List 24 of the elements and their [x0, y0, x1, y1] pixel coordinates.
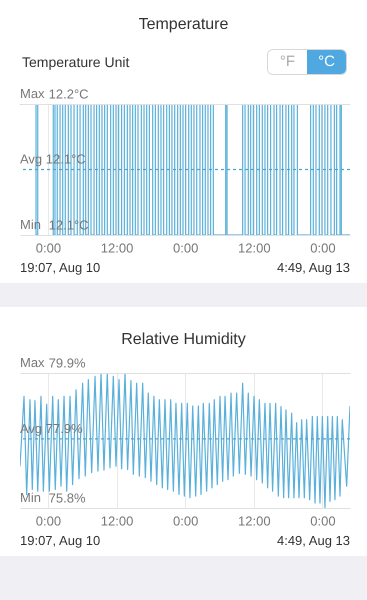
x-tick-label: 0:00 — [310, 514, 336, 528]
x-tick-label: 0:00 — [36, 240, 62, 256]
x-tick-label: 12:00 — [100, 240, 134, 256]
x-tick-label: 12:00 — [238, 240, 271, 256]
x-tick-label: 0:00 — [173, 514, 198, 528]
x-tick-label: 0:00 — [36, 514, 62, 528]
chart-title: Temperature — [138, 15, 230, 35]
text: 4:49, Aug 13 — [276, 259, 350, 277]
chart-title: Relative Humidity — [120, 330, 247, 350]
y-tick-label: 75.8% — [48, 490, 86, 506]
text: 19:07, Aug 10 — [20, 259, 100, 277]
x-tick-label: 12:00 — [100, 514, 134, 528]
text: 19:07, Aug 10 — [20, 532, 100, 550]
y-tick-label: 12.2°C — [48, 86, 89, 102]
text: Temperature Unit — [22, 54, 130, 70]
y-tick-label: 79.9% — [48, 356, 86, 370]
text: 4:49, Aug 13 — [276, 532, 350, 550]
x-tick-label: 0:00 — [310, 240, 336, 256]
unit-switch: °F °C — [267, 49, 347, 75]
annotation: Min — [20, 490, 41, 505]
x-tick-label: 0:00 — [173, 240, 198, 256]
x-tick-label: 12:00 — [238, 514, 271, 528]
text: Max — [20, 86, 46, 101]
text: Max — [20, 355, 46, 370]
